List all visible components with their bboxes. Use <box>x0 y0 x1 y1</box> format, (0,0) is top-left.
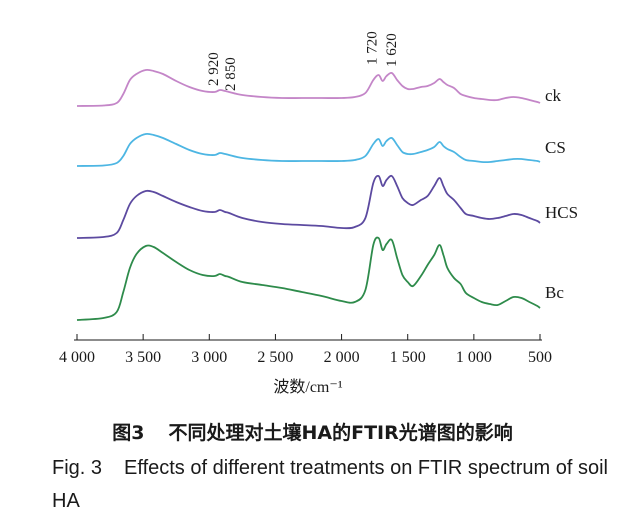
peak-annotation: 2 920 <box>206 52 222 86</box>
peak-annotation: 1 620 <box>384 33 400 67</box>
x-tick-label: 2 000 <box>324 349 360 366</box>
x-tick-label: 1 500 <box>390 349 426 366</box>
series-line-ck <box>76 68 541 107</box>
x-tick-label: 1 000 <box>456 349 492 366</box>
peak-annotation: 2 850 <box>223 57 239 91</box>
series-label-bc: Bc <box>545 283 564 302</box>
series-line-cs <box>76 132 541 167</box>
x-tick-label: 2 500 <box>257 349 293 366</box>
x-axis-ticks: 4 000 3 500 3 000 2 500 2 000 1 500 1 000 500 <box>59 334 552 366</box>
caption-cn-text: 不同处理对土壤HA的FTIR光谱图的影响 <box>168 422 513 444</box>
series-layer: ck CS HCS Bc <box>76 68 578 321</box>
series-label-cs: CS <box>545 138 566 157</box>
x-tick-label: 500 <box>528 349 552 366</box>
series-label-hcs: HCS <box>545 203 578 222</box>
peak-annotations: 2 920 2 850 1 720 1 620 <box>206 31 400 91</box>
x-tick-label: 4 000 <box>59 349 95 366</box>
series-line-bc <box>76 236 541 321</box>
caption-en-fig-number: Fig. 3 <box>52 457 103 479</box>
x-axis-label: 波数/cm⁻¹ <box>273 378 342 396</box>
x-tick-label: 3 000 <box>191 349 227 366</box>
series-line-hcs <box>76 174 541 239</box>
series-label-ck: ck <box>545 86 562 105</box>
caption-en-text: Effects of different treatments on FTIR … <box>52 457 608 512</box>
peak-annotation: 1 720 <box>365 31 381 65</box>
x-tick-label: 3 500 <box>125 349 161 366</box>
caption-cn-fig-number: 图3 <box>112 422 145 444</box>
caption-chinese: 图3 不同处理对土壤HA的FTIR光谱图的影响 <box>0 418 625 445</box>
caption-english: Fig. 3 Effects of different treatments on… <box>52 452 608 518</box>
